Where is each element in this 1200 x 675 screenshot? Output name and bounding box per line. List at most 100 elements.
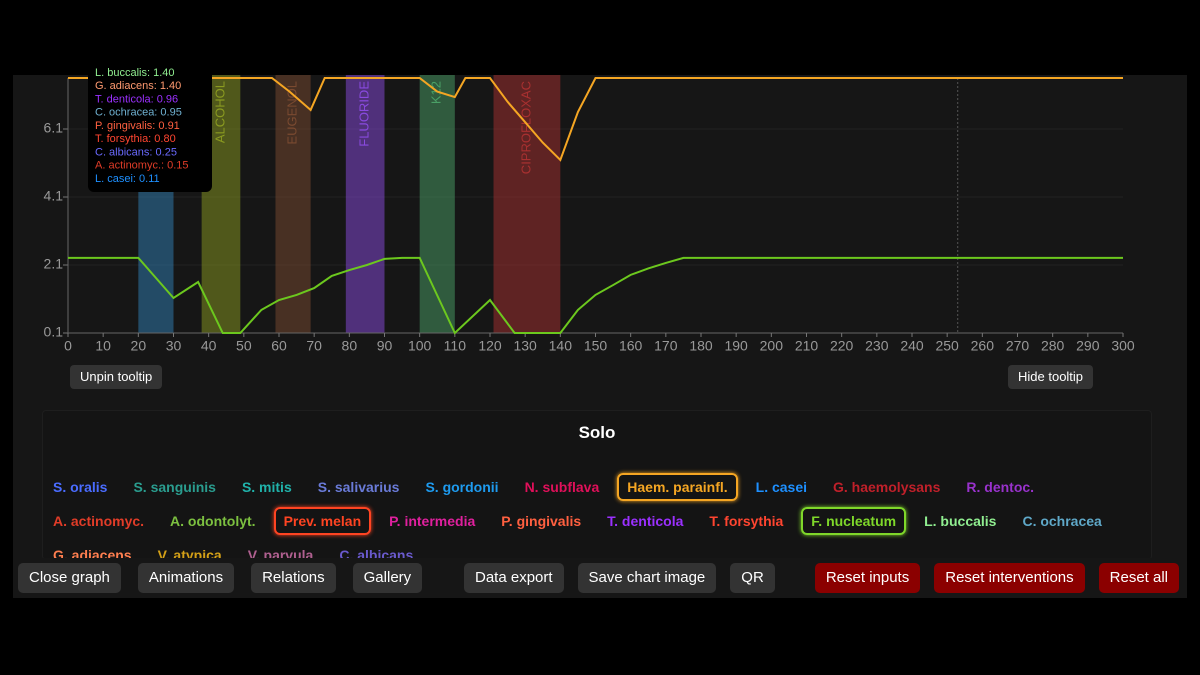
species-toggle[interactable]: Haem. parainfl. — [617, 473, 738, 501]
toolbar-button[interactable]: Gallery — [352, 563, 423, 593]
tooltip-entry: C. ochracea: 0.95 — [95, 107, 182, 119]
toolbar-button[interactable]: Data export — [464, 563, 564, 593]
species-toggle[interactable]: S. oralis — [53, 479, 108, 495]
x-tick-label: 10 — [95, 338, 111, 354]
x-tick-label: 130 — [513, 338, 537, 354]
tooltip-entry: A. actinomyc.: 0.15 — [95, 160, 189, 172]
intervention-band — [345, 75, 385, 333]
x-tick-label: 280 — [1041, 338, 1065, 354]
toolbar-button[interactable]: Animations — [137, 563, 235, 593]
x-tick-label: 250 — [935, 338, 959, 354]
x-tick-label: 160 — [619, 338, 643, 354]
species-toggle[interactable]: G. adiacens — [53, 547, 132, 560]
species-toggle[interactable]: P. intermedia — [389, 513, 476, 529]
species-toggle[interactable]: C. albicans — [339, 547, 414, 560]
toolbar-group: Close graph Animations Relations Gallery — [18, 563, 423, 593]
tooltip-entry: L. buccalis: 1.40 — [95, 67, 175, 79]
species-toggle[interactable]: F. nucleatum — [801, 507, 907, 535]
tooltip-entry: C. albicans: 0.25 — [95, 146, 177, 158]
species-toggle[interactable]: N. subflava — [524, 479, 600, 495]
tooltip-entry: L. casei: 0.11 — [95, 173, 160, 185]
x-tick-label: 210 — [795, 338, 819, 354]
x-tick-label: 80 — [342, 338, 358, 354]
intervention-band — [493, 75, 561, 333]
toolbar-button[interactable]: Close graph — [18, 563, 121, 593]
x-tick-label: 30 — [166, 338, 182, 354]
intervention-label: CIPROFLOXAC — [518, 81, 533, 174]
species-toggle[interactable]: L. buccalis — [924, 513, 997, 529]
species-toggle[interactable]: L. casei — [755, 479, 808, 495]
x-tick-label: 70 — [306, 338, 322, 354]
species-toggle[interactable]: R. dentoc. — [966, 479, 1035, 495]
x-tick-label: 20 — [131, 338, 147, 354]
species-toggle[interactable]: S. mitis — [241, 479, 292, 495]
x-tick-label: 230 — [865, 338, 889, 354]
y-tick-label: 0.1 — [44, 324, 64, 340]
legend-row: S. oralis S. sanguinis S. mitis S. salivari… — [51, 473, 1036, 501]
x-tick-label: 150 — [584, 338, 608, 354]
toolbar-button[interactable]: Save chart image — [577, 563, 717, 593]
x-tick-label: 180 — [689, 338, 713, 354]
x-tick-label: 40 — [201, 338, 217, 354]
species-toggle[interactable]: S. salivarius — [317, 479, 400, 495]
tooltip-entry: T. forsythia: 0.80 — [95, 133, 176, 145]
intervention-band — [419, 75, 455, 333]
x-tick-label: 110 — [444, 338, 467, 354]
x-tick-label: 200 — [760, 338, 784, 354]
chart: 0.12.14.16.1 ALCOHOL EUGENOL FLUORIDE K12 CIP… — [43, 58, 1135, 354]
x-tick-label: 260 — [971, 338, 995, 354]
x-tick-label: 0 — [64, 338, 72, 354]
toolbar-group: Data export Save chart image QR — [464, 563, 775, 593]
tooltip-entry: T. denticola: 0.96 — [95, 93, 178, 105]
species-toggle[interactable]: A. odontolyt. — [170, 513, 256, 529]
x-tick-label: 170 — [654, 338, 678, 354]
intervention-band — [275, 75, 311, 333]
species-toggle[interactable]: A. actinomyc. — [53, 513, 145, 529]
species-toggle[interactable]: P. gingivalis — [501, 513, 582, 529]
y-tick-label: 2.1 — [44, 256, 64, 272]
x-tick-label: 270 — [1006, 338, 1030, 354]
tooltip-entry: P. gingivalis: 0.91 — [95, 120, 180, 132]
x-tick-label: 140 — [549, 338, 573, 354]
x-tick-label: 300 — [1111, 338, 1135, 354]
x-tick-label: 50 — [236, 338, 252, 354]
x-tick-label: 190 — [724, 338, 748, 354]
toolbar: Close graph Animations Relations Gallery Da… — [13, 558, 1187, 598]
hide-tooltip-button[interactable]: Hide tooltip — [1008, 365, 1094, 389]
x-tick-label: 60 — [271, 338, 287, 354]
series-line — [68, 256, 1123, 335]
x-tick-label: 120 — [478, 338, 502, 354]
x-tick-label: 290 — [1076, 338, 1100, 354]
species-toggle[interactable]: C. ochracea — [1022, 513, 1102, 529]
x-tick-label: 220 — [830, 338, 854, 354]
x-tick-label: 90 — [377, 338, 393, 354]
species-toggle[interactable]: T. denticola — [607, 513, 684, 529]
intervention-label: FLUORIDE — [357, 81, 372, 147]
species-toggle[interactable]: V. atypica — [157, 547, 222, 560]
species-toggle[interactable]: Prev. melan — [273, 507, 372, 535]
legend-row: G. adiacens V. atypica V. parvula C. albica… — [51, 541, 415, 560]
toolbar-button[interactable]: Reset inputs — [814, 563, 921, 593]
toolbar-group: Reset inputs Reset interventions Reset all — [814, 563, 1179, 593]
tooltip-entry: G. adiacens: 1.40 — [95, 80, 181, 92]
species-toggle[interactable]: S. sanguinis — [133, 479, 216, 495]
unpin-tooltip-button[interactable]: Unpin tooltip — [70, 365, 163, 389]
x-tick-label: 240 — [900, 338, 924, 354]
species-toggle[interactable]: G. haemolysans — [833, 479, 941, 495]
toolbar-button[interactable]: Relations — [251, 563, 336, 593]
toolbar-button[interactable]: Reset all — [1098, 563, 1179, 593]
tooltip-box — [88, 58, 212, 192]
toolbar-button[interactable]: QR — [730, 563, 775, 593]
x-tick-label: 100 — [408, 338, 432, 354]
legend-panel: Solo S. oralis S. sanguinis S. mitis S. sal… — [42, 410, 1152, 560]
species-toggle[interactable]: S. gordonii — [425, 479, 499, 495]
toolbar-button[interactable]: Reset interventions — [934, 563, 1085, 593]
species-toggle[interactable]: V. parvula — [247, 547, 314, 560]
series-line — [68, 77, 1123, 162]
y-tick-label: 6.1 — [44, 120, 64, 136]
intervention-label: ALCOHOL — [212, 81, 227, 143]
species-toggle[interactable]: T. forsythia — [709, 513, 784, 529]
y-tick-label: 4.1 — [44, 188, 64, 204]
legend-row: A. actinomyc. A. odontolyt. Prev. melan P. … — [51, 507, 1104, 535]
